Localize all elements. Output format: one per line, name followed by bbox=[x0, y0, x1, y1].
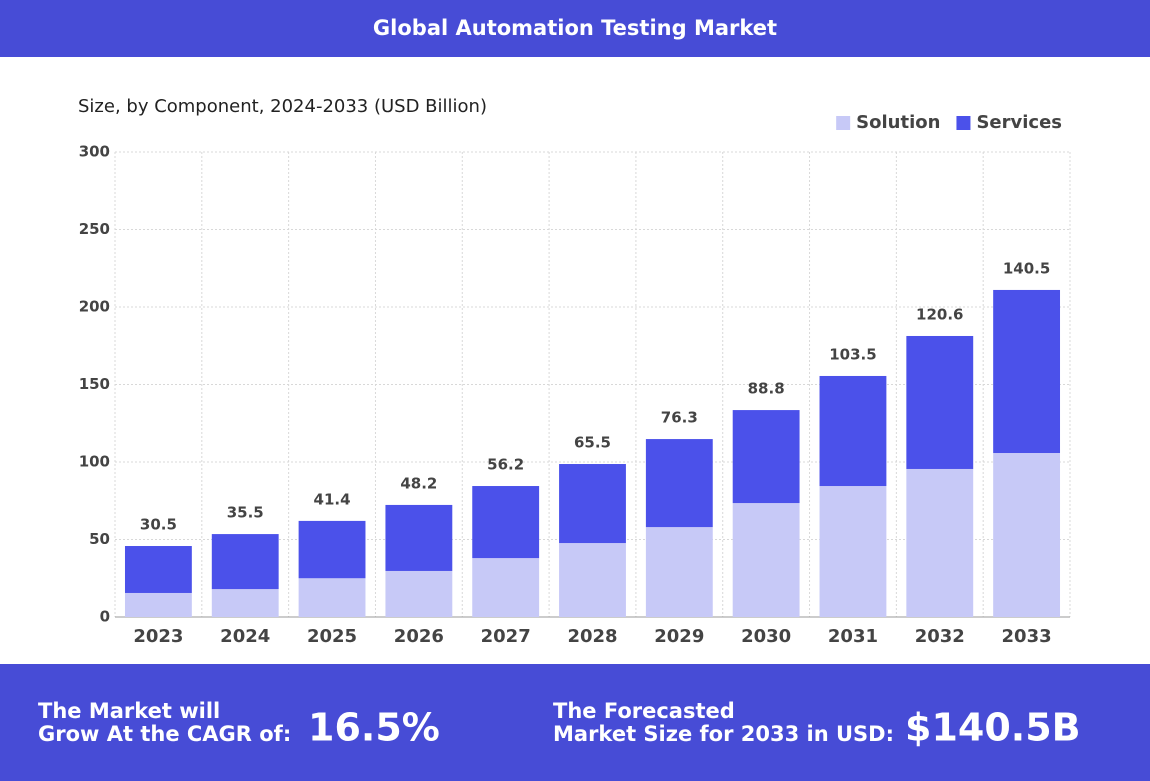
bar-segment bbox=[211, 534, 279, 590]
x-tick-label: 2033 bbox=[1002, 626, 1052, 647]
bar-segment bbox=[645, 527, 713, 617]
bar-segment bbox=[993, 289, 1061, 454]
bar-segment bbox=[559, 464, 626, 544]
x-tick-label: 2030 bbox=[741, 626, 791, 647]
bar-segment bbox=[472, 558, 540, 617]
y-tick-label: 150 bbox=[79, 375, 110, 393]
bar-top-label: 35.5 bbox=[227, 504, 264, 522]
bar-top-label: 140.5 bbox=[1003, 259, 1050, 277]
forecast-line: The Forecasted bbox=[553, 699, 735, 723]
bar-segment bbox=[906, 468, 974, 617]
x-tick-label: 2025 bbox=[307, 626, 357, 647]
bar-segment bbox=[732, 503, 800, 617]
x-tick-label: 2032 bbox=[915, 626, 965, 647]
y-tick-label: 300 bbox=[79, 143, 110, 161]
legend-swatch bbox=[836, 116, 851, 130]
cagr-text: The Market will Grow At the CAGR of: bbox=[38, 699, 291, 746]
y-tick-label: 250 bbox=[79, 220, 110, 238]
bar-segment bbox=[906, 335, 974, 469]
forecast-line: Market Size for 2033 in USD: bbox=[553, 722, 894, 746]
cagr-line: Grow At the CAGR of: bbox=[38, 722, 291, 746]
bar-top-label: 88.8 bbox=[748, 380, 785, 398]
bar-segment bbox=[298, 578, 366, 617]
bar-segment bbox=[298, 520, 366, 579]
bar-top-label: 48.2 bbox=[400, 474, 437, 492]
forecast-value: $140.5B bbox=[905, 706, 1081, 750]
legend-label: Solution bbox=[856, 112, 940, 133]
x-tick-label: 2024 bbox=[220, 626, 270, 647]
subtitle: Size, by Component, 2024-2033 (USD Billi… bbox=[78, 96, 487, 117]
title: Global Automation Testing Market bbox=[373, 16, 777, 40]
bar-segment bbox=[385, 504, 453, 571]
bar-top-label: 56.2 bbox=[487, 456, 524, 474]
bar-segment bbox=[819, 375, 887, 487]
x-tick-label: 2028 bbox=[567, 626, 617, 647]
footer-bar bbox=[0, 664, 1150, 781]
bar-segment bbox=[993, 453, 1061, 617]
bar-segment bbox=[124, 592, 192, 617]
bar-segment bbox=[211, 589, 279, 617]
y-tick-label: 0 bbox=[100, 608, 110, 626]
forecast-text: The Forecasted Market Size for 2033 in U… bbox=[553, 699, 894, 746]
bar-segment bbox=[385, 570, 453, 617]
bar-segment bbox=[645, 439, 713, 528]
legend-swatch bbox=[956, 116, 971, 130]
x-tick-label: 2026 bbox=[394, 626, 444, 647]
bar-segment bbox=[732, 410, 800, 504]
cagr-value: 16.5% bbox=[308, 706, 440, 750]
bar-segment bbox=[472, 486, 540, 559]
bar-top-label: 103.5 bbox=[829, 345, 876, 363]
bar-top-label: 65.5 bbox=[574, 434, 611, 452]
cagr-line: The Market will bbox=[38, 699, 220, 723]
header-bar bbox=[0, 0, 1150, 57]
bar-top-label: 120.6 bbox=[916, 305, 963, 323]
bar-segment bbox=[124, 546, 192, 593]
legend-label: Services bbox=[976, 112, 1062, 133]
bar-top-label: 76.3 bbox=[661, 409, 698, 427]
x-tick-label: 2031 bbox=[828, 626, 878, 647]
bar-top-label: 30.5 bbox=[140, 516, 177, 534]
bar-top-label: 41.4 bbox=[314, 490, 351, 508]
y-tick-label: 100 bbox=[79, 453, 110, 471]
bar-segment bbox=[559, 543, 626, 617]
x-tick-label: 2027 bbox=[481, 626, 531, 647]
bar-segment bbox=[819, 486, 887, 617]
x-tick-label: 2029 bbox=[654, 626, 704, 647]
x-tick-label: 2023 bbox=[133, 626, 183, 647]
y-tick-label: 200 bbox=[79, 298, 110, 316]
y-tick-label: 50 bbox=[89, 530, 110, 548]
